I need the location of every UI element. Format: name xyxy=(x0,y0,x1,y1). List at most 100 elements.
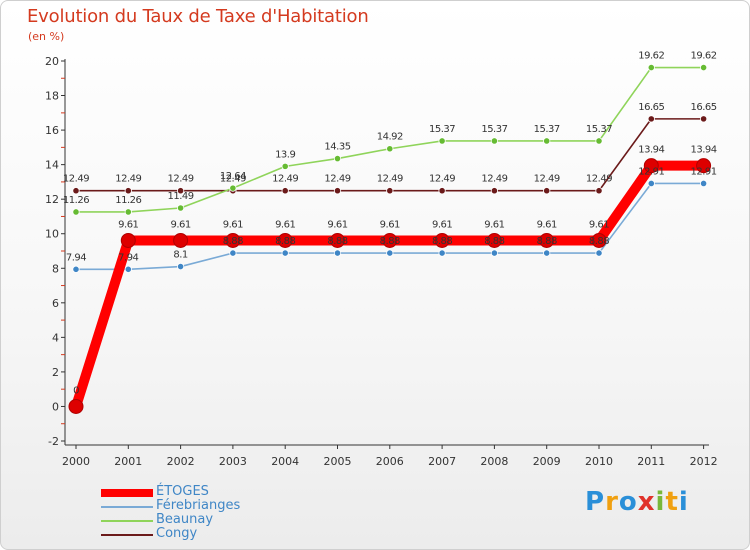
data-label: 12.49 xyxy=(115,174,141,185)
legend-label: Beaunay xyxy=(156,512,214,527)
legend-label: Congy xyxy=(156,526,198,541)
data-point xyxy=(173,232,189,248)
series-congy xyxy=(72,115,708,195)
data-point xyxy=(281,162,289,170)
data-label: 12.49 xyxy=(377,174,403,185)
data-point xyxy=(120,232,136,248)
x-tick-label: 2003 xyxy=(219,455,247,468)
data-label: 12.49 xyxy=(481,174,507,185)
data-label: 9.61 xyxy=(432,219,452,230)
data-label: 13.9 xyxy=(275,149,295,160)
logo-letter: x xyxy=(637,487,656,517)
y-tick-label: 20 xyxy=(45,55,59,68)
x-tick-label: 2009 xyxy=(533,455,561,468)
y-axis: -2 0 2 4 6 8 10 12 14 16 18 20 xyxy=(45,55,66,448)
y-tick-label: -2 xyxy=(48,435,59,448)
data-point xyxy=(543,249,551,257)
data-point xyxy=(591,232,607,248)
data-point xyxy=(699,63,708,72)
data-label: 11.26 xyxy=(63,195,89,206)
data-label: 9.61 xyxy=(484,219,504,230)
logo-letter: i xyxy=(655,487,666,517)
data-point xyxy=(490,249,498,257)
data-label: 0 xyxy=(73,385,79,396)
data-point xyxy=(386,187,394,195)
x-tick-label: 2007 xyxy=(428,455,456,468)
data-point xyxy=(386,145,394,153)
data-label: 16.65 xyxy=(691,102,717,113)
data-point xyxy=(647,115,655,123)
legend-item-ferebrianges: Férebrianges xyxy=(101,499,321,514)
data-label: 8.88 xyxy=(275,236,295,247)
data-point xyxy=(229,184,237,192)
x-tick-label: 2005 xyxy=(324,455,352,468)
logo-letter: P xyxy=(585,487,606,517)
legend-swatch xyxy=(101,506,153,508)
data-point xyxy=(333,187,342,195)
data-point xyxy=(386,249,394,257)
data-point xyxy=(696,158,712,174)
data-label: 9.61 xyxy=(170,219,190,230)
data-label: 12.49 xyxy=(168,174,194,185)
data-label: 14.35 xyxy=(324,142,350,153)
data-point xyxy=(124,208,132,216)
data-labels-layer: 12.49 12.49 12.49 12.49 12.49 12.49 12.49 12.49… xyxy=(63,51,717,397)
data-point xyxy=(699,179,708,188)
data-label: 12.49 xyxy=(429,174,455,185)
data-point xyxy=(68,398,84,414)
data-point xyxy=(72,265,80,273)
legend-swatch xyxy=(101,489,153,497)
chart-title: Evolution du Taux de Taxe d'Habitation xyxy=(27,6,369,27)
data-label: 19.62 xyxy=(638,51,664,62)
data-point xyxy=(382,232,398,248)
data-label: 9.61 xyxy=(118,219,138,230)
data-point xyxy=(330,232,345,248)
y-tick-label: 12 xyxy=(45,193,59,206)
data-point xyxy=(72,187,80,195)
series-etoges xyxy=(68,158,712,414)
data-point xyxy=(281,187,289,195)
data-label: 9.61 xyxy=(327,219,347,230)
data-label: 15.37 xyxy=(534,124,560,135)
data-point xyxy=(124,265,132,273)
y-tick-label: 14 xyxy=(45,159,59,172)
y-tick-label: 8 xyxy=(52,262,59,275)
data-label: 12.49 xyxy=(63,174,89,185)
data-point xyxy=(647,179,655,188)
data-label: 12.49 xyxy=(586,174,612,185)
data-label: 16.65 xyxy=(638,102,664,113)
legend-swatch xyxy=(101,534,153,536)
data-label: 9.61 xyxy=(223,219,243,230)
data-point xyxy=(647,63,655,72)
data-label: 15.37 xyxy=(481,124,507,135)
y-tick-label: 4 xyxy=(52,331,59,344)
data-point xyxy=(333,154,342,163)
y-tick-label: 18 xyxy=(45,90,59,103)
data-point xyxy=(177,262,185,271)
data-point xyxy=(539,232,555,248)
x-tick-label: 2010 xyxy=(585,455,613,468)
data-point xyxy=(281,249,289,257)
data-label: 9.61 xyxy=(380,219,400,230)
logo-letter: t xyxy=(665,487,679,517)
x-tick-label: 2006 xyxy=(376,455,404,468)
data-label: 14.92 xyxy=(377,132,403,143)
data-point xyxy=(595,249,603,257)
legend-item-congy: Congy xyxy=(101,526,321,542)
data-label: 8.88 xyxy=(223,236,243,247)
series-beaunay xyxy=(72,63,708,216)
data-point xyxy=(333,249,342,257)
y-tick-label: 10 xyxy=(45,228,59,241)
legend: ÉTOGES Férebrianges Beaunay Congy xyxy=(101,485,321,542)
data-label: 8.88 xyxy=(589,236,609,247)
series-ferebrianges xyxy=(72,179,708,273)
data-label: 11.26 xyxy=(115,195,141,206)
data-label: 12.91 xyxy=(691,166,717,177)
logo-letter: o xyxy=(618,487,638,517)
data-label: 11.49 xyxy=(168,191,194,202)
logo-letter: i xyxy=(678,487,689,517)
y-tick-label: 16 xyxy=(45,124,59,137)
data-point xyxy=(438,187,446,195)
